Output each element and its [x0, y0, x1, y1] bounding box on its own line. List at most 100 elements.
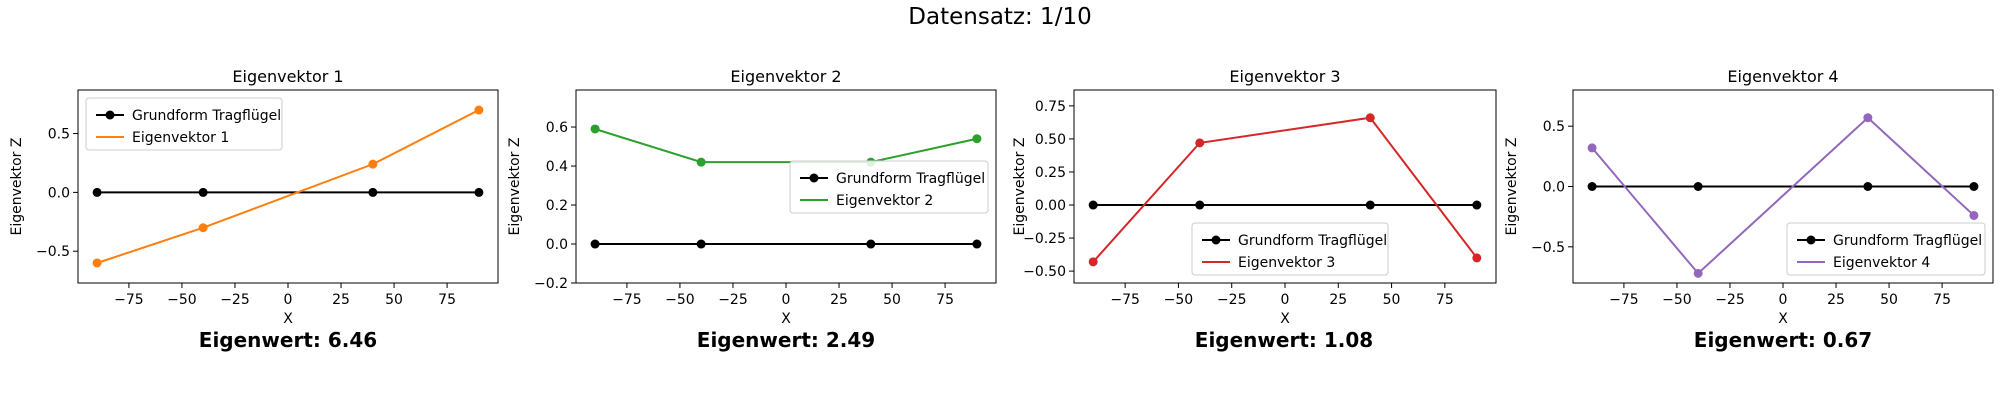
y-tick-label: −0.50: [1023, 264, 1066, 280]
data-point: [1863, 182, 1873, 191]
legend-label: Eigenvektor 1: [132, 130, 229, 146]
x-tick-label: 75: [936, 292, 954, 308]
x-tick-label: 0: [1779, 292, 1788, 308]
x-tick-label: 25: [332, 292, 350, 308]
data-point: [92, 187, 102, 197]
legend-box: [1786, 222, 1986, 276]
series-line-eigenvektor: [1591, 116, 1975, 275]
x-axis-label: X: [283, 311, 293, 327]
y-tick-label: 0.2: [546, 198, 568, 214]
x-tick-label: 50: [1880, 292, 1898, 308]
y-tick-label: 0.5: [1543, 119, 1565, 135]
data-point: [1195, 200, 1205, 210]
data-point: [590, 239, 600, 249]
chart-title: Eigenvektor 3: [1229, 67, 1340, 86]
y-axis-label: Eigenvektor Z: [1012, 138, 1028, 236]
y-tick-label: 0.00: [1035, 198, 1066, 214]
y-tick-label: −0.25: [1023, 231, 1066, 247]
y-tick-label: 0.6: [546, 120, 568, 136]
data-point: [198, 187, 208, 197]
y-tick-label: 0.25: [1035, 165, 1066, 181]
data-point: [1472, 253, 1482, 263]
series-line-eigenvektor: [1092, 116, 1478, 263]
data-point: [1472, 200, 1482, 210]
data-point: [1365, 113, 1375, 123]
data-point: [1587, 182, 1597, 191]
y-tick-label: 0.0: [1543, 180, 1565, 196]
x-tick-label: −50: [167, 292, 197, 308]
y-tick-label: 0.50: [1035, 132, 1066, 148]
legend-swatch-marker: [809, 173, 819, 183]
data-point: [474, 105, 484, 115]
legend-swatch-marker: [1211, 235, 1221, 245]
x-tick-label: −25: [1715, 292, 1745, 308]
legend-box: [85, 97, 283, 151]
x-tick-label: −75: [114, 292, 144, 308]
legend-label: Grundform Tragflügel: [836, 171, 985, 187]
x-tick-label: 75: [1436, 292, 1454, 308]
x-tick-label: 50: [1383, 292, 1401, 308]
x-tick-label: 0: [782, 292, 791, 308]
x-tick-label: −75: [1110, 292, 1140, 308]
data-point: [92, 258, 102, 268]
data-point: [1195, 138, 1205, 148]
x-tick-label: −50: [1662, 292, 1692, 308]
figure-title: Datensatz: 1/10: [908, 4, 1092, 30]
x-tick-label: −25: [718, 292, 748, 308]
x-axis-label: X: [781, 311, 791, 327]
y-tick-label: −0.2: [534, 276, 568, 292]
data-point: [1088, 200, 1098, 210]
data-point: [1693, 182, 1703, 191]
x-tick-label: 25: [1827, 292, 1845, 308]
data-point: [1969, 210, 1979, 220]
legend-label: Eigenvektor 3: [1238, 255, 1335, 271]
legend-label: Eigenvektor 2: [836, 193, 933, 209]
data-point: [474, 187, 484, 197]
x-tick-label: −50: [665, 292, 695, 308]
x-tick-label: 50: [883, 292, 901, 308]
x-axis-label: X: [1778, 311, 1788, 327]
chart-title: Eigenvektor 1: [232, 67, 343, 86]
y-axis-label: Eigenvektor Z: [507, 138, 523, 236]
legend-label: Eigenvektor 4: [1833, 255, 1930, 271]
x-tick-label: 0: [1281, 292, 1290, 308]
legend-box: [789, 160, 989, 214]
data-point: [590, 124, 600, 134]
data-point: [1088, 257, 1098, 267]
data-point: [1969, 182, 1979, 191]
data-point: [1863, 113, 1873, 123]
x-tick-label: 25: [830, 292, 848, 308]
x-tick-label: −75: [1609, 292, 1639, 308]
data-point: [696, 239, 706, 249]
y-tick-label: 0.0: [48, 185, 70, 201]
data-point: [866, 239, 876, 249]
eigenvalue-label-1: Eigenwert: 6.46: [198, 328, 378, 352]
x-tick-label: 50: [385, 292, 403, 308]
data-point: [972, 134, 982, 144]
x-tick-label: 75: [1933, 292, 1951, 308]
chart-1: Eigenvektor 1 −75 −50 −25 0 25 50 75 −0.5 0.0 0.5 X…: [9, 67, 499, 327]
data-point: [1693, 268, 1703, 278]
chart-3: Eigenvektor 3 −75 −50 −25 0 25 50 75 −0.50 −0.25 0…: [1012, 67, 1497, 327]
chart-title: Eigenvektor 2: [730, 67, 841, 86]
data-point: [1365, 200, 1375, 210]
y-tick-label: 0.0: [546, 237, 568, 253]
x-axis-label: X: [1280, 311, 1290, 327]
x-tick-label: −25: [1217, 292, 1247, 308]
data-point: [1587, 143, 1597, 153]
eigenvalue-label-4: Eigenwert: 0.67: [1693, 328, 1873, 352]
y-tick-label: 0.75: [1035, 99, 1066, 115]
y-tick-label: 0.5: [48, 127, 70, 143]
x-tick-label: −25: [220, 292, 250, 308]
series-line-eigenvektor: [594, 128, 978, 164]
x-tick-label: −50: [1164, 292, 1194, 308]
chart-4: Eigenvektor 4 −75 −50 −25 0 25 50 75 −0.5 0.0 0.5 X…: [1504, 67, 1994, 327]
chart-2: Eigenvektor 2 −75 −50 −25 0 25 50 75 −0.2 0.0 0.2 0…: [507, 67, 997, 327]
data-point: [696, 157, 706, 167]
legend-label: Grundform Tragflügel: [1238, 233, 1387, 249]
x-tick-label: 75: [438, 292, 456, 308]
series-line-eigenvektor: [96, 109, 480, 264]
data-point: [198, 223, 208, 233]
y-axis-label: Eigenvektor Z: [1504, 138, 1520, 236]
